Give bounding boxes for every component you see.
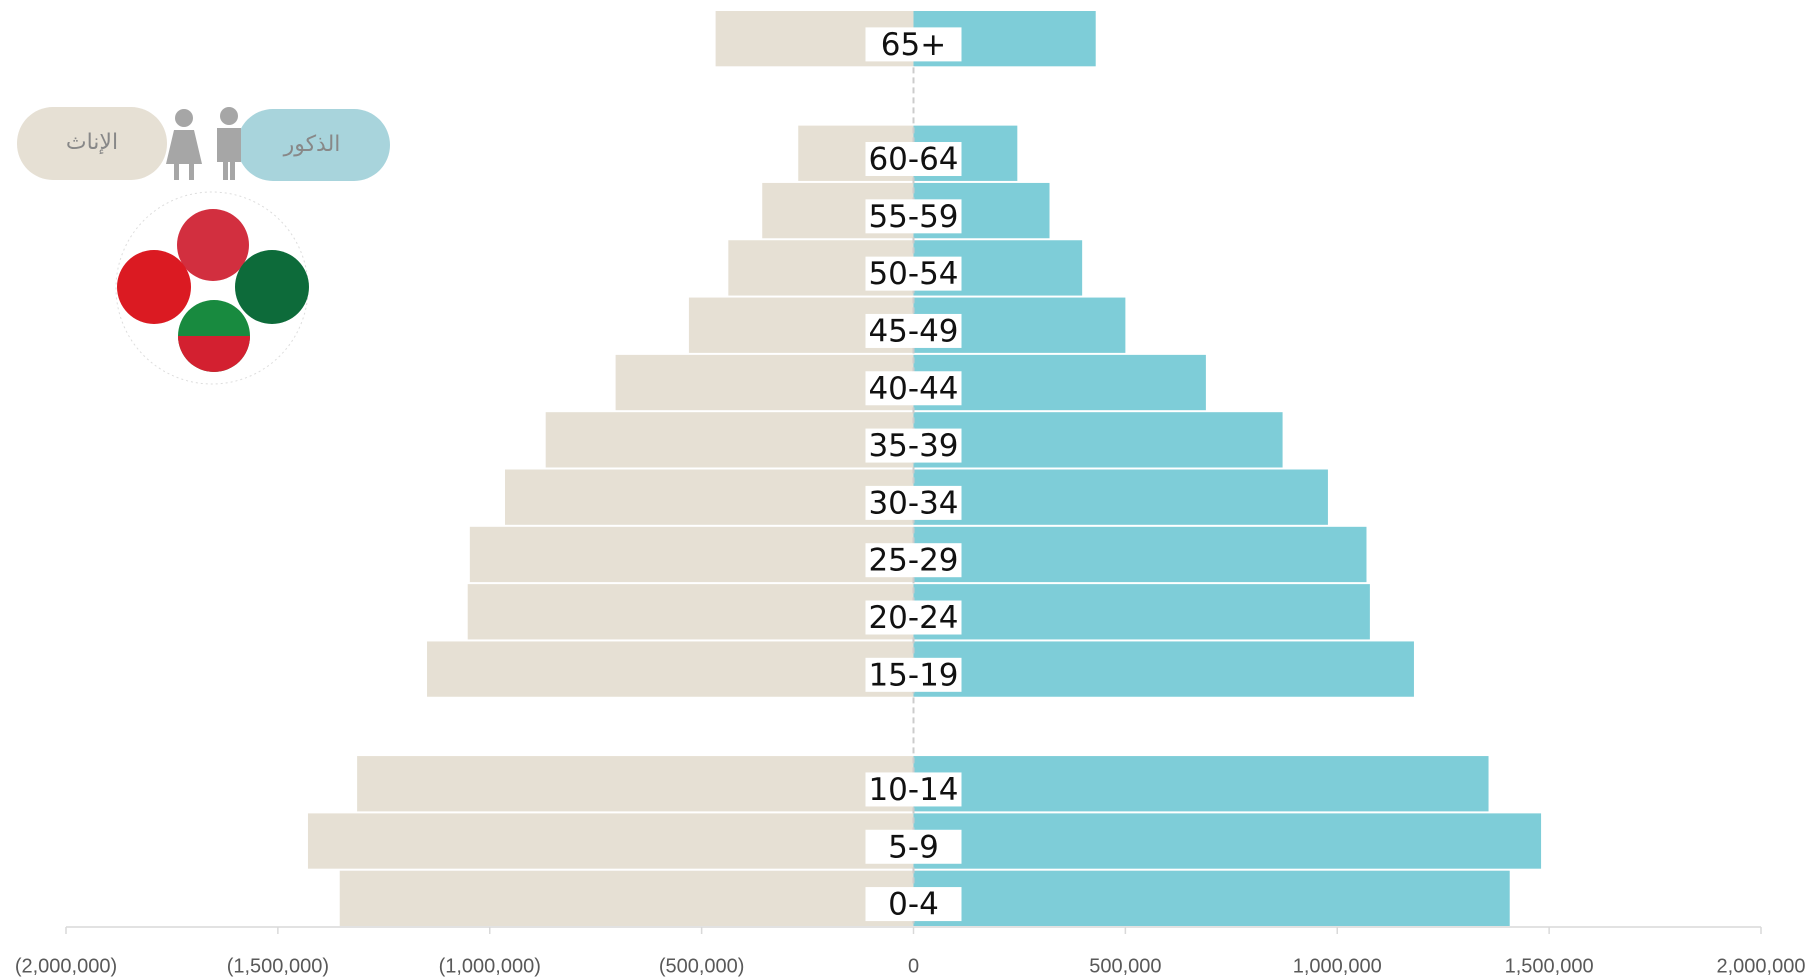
bar: [913, 526, 1367, 583]
x-tick-label: 500,000: [1089, 955, 1161, 977]
category-label-box: [865, 256, 962, 291]
legend-label: الإناث: [66, 130, 118, 155]
female-legend-pill: [17, 107, 167, 180]
category-label: 10-14: [868, 772, 958, 808]
category-label: 25-29: [868, 543, 958, 579]
category-label-box: [865, 142, 962, 177]
x-tick-label: (2,000,000): [15, 955, 117, 977]
x-tick-label: (1,000,000): [439, 955, 541, 977]
category-label-box: [865, 428, 962, 463]
bar: [913, 469, 1328, 525]
flag: [177, 209, 249, 281]
bar: [615, 354, 914, 411]
category-label-box: [865, 657, 962, 692]
x-tick-label: 2,000,000: [1717, 955, 1806, 977]
bar: [913, 813, 1542, 869]
category-label: 45-49: [868, 313, 958, 349]
legend-label: الذكور: [283, 132, 341, 157]
category-label: 15-19: [868, 657, 958, 693]
x-tick-label: 1,000,000: [1293, 955, 1382, 977]
category-label-box: [865, 313, 962, 348]
category-label: 30-34: [868, 485, 958, 521]
bar: [339, 870, 914, 926]
bar: [357, 756, 914, 812]
bar: [913, 354, 1206, 411]
category-label: 0-4: [888, 887, 939, 923]
x-tick-label: 0: [908, 955, 919, 977]
category-label-box: [865, 829, 962, 864]
bar: [913, 584, 1370, 640]
bar: [913, 756, 1489, 812]
category-label-box: [865, 600, 962, 635]
category-label: 5-9: [888, 829, 939, 865]
flag: [117, 250, 191, 324]
category-label: 60-64: [868, 142, 958, 178]
bar: [469, 526, 914, 583]
bar: [913, 870, 1510, 926]
bar: [545, 412, 914, 468]
bar: [427, 641, 914, 697]
category-label: 40-44: [868, 371, 958, 407]
flag-part: [178, 336, 250, 372]
x-tick-label: (500,000): [659, 955, 745, 977]
male-legend-pill: [237, 109, 390, 181]
x-tick-label: 1,500,000: [1505, 955, 1594, 977]
bar: [467, 584, 914, 640]
category-label-box: [865, 543, 962, 578]
category-label: 50-54: [868, 256, 958, 292]
category-label-box: [865, 371, 962, 406]
category-label-box: [865, 887, 962, 922]
bar: [913, 412, 1283, 468]
category-label-box: [865, 772, 962, 807]
legend-decoration: [17, 107, 390, 385]
category-label-box: [865, 485, 962, 520]
bar: [913, 641, 1414, 697]
bar: [307, 813, 914, 869]
bar: [505, 469, 914, 525]
person-icons: [166, 107, 241, 180]
category-label: 20-24: [868, 600, 958, 636]
category-label: 55-59: [868, 199, 958, 235]
flag: [235, 250, 309, 324]
category-label-box: [865, 199, 962, 234]
x-tick-label: (1,500,000): [227, 955, 329, 977]
category-label-box: [865, 27, 962, 62]
category-label: 35-39: [868, 428, 958, 464]
category-label: 65+: [881, 27, 946, 63]
